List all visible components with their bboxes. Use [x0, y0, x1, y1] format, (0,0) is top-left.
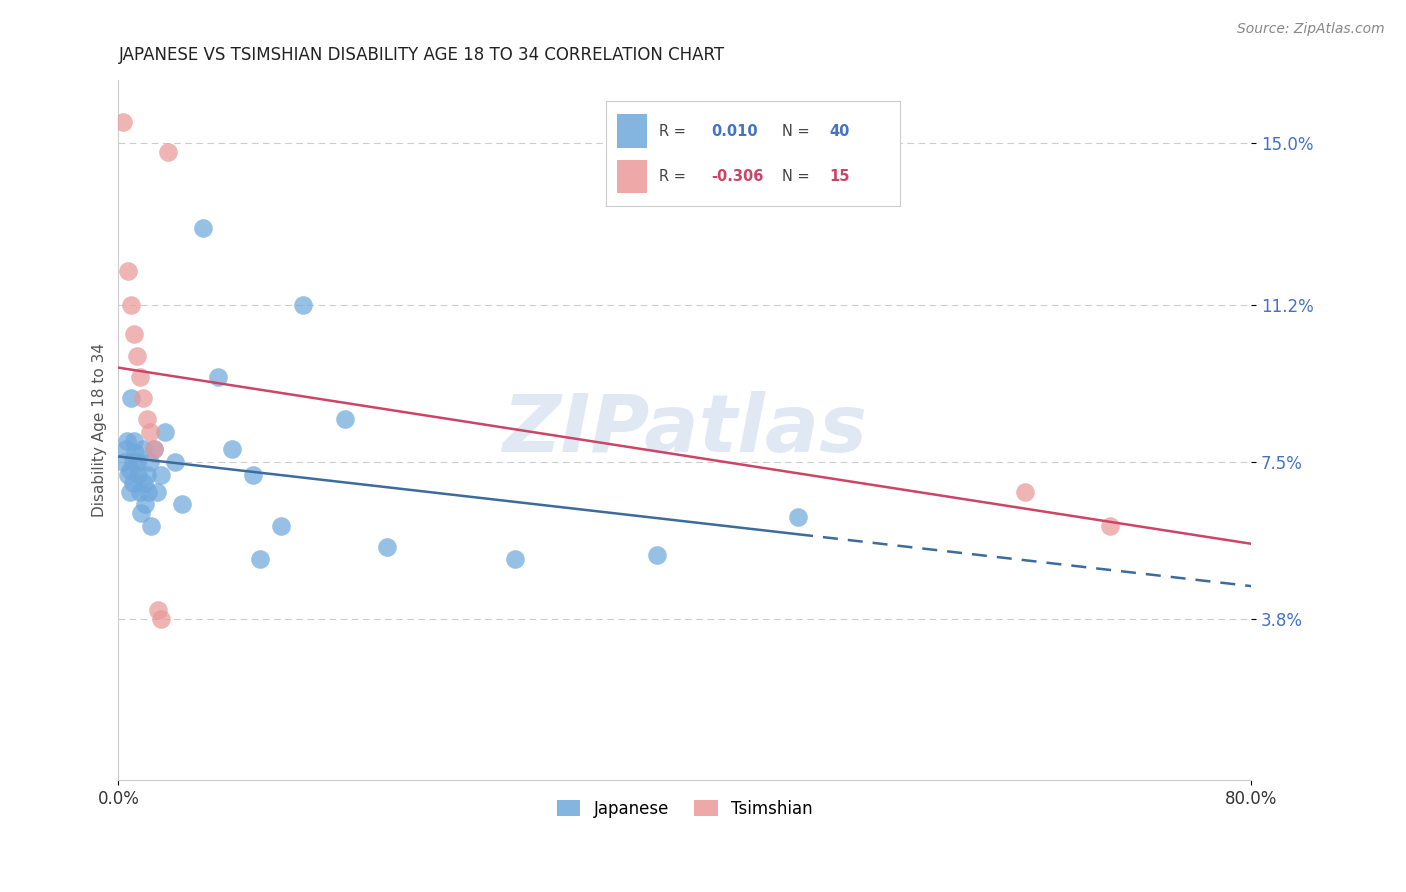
Point [291, 298, 314, 312]
Point [142, 442, 165, 456]
Point [138, 425, 160, 439]
Point [115, 434, 138, 448]
Point [131, 391, 153, 405]
Point [249, 552, 271, 566]
Point [118, 463, 141, 477]
Point [149, 467, 172, 482]
Point [787, 510, 810, 524]
Point [138, 455, 160, 469]
Point [128, 484, 150, 499]
Point [135, 467, 157, 482]
Point [221, 442, 243, 456]
Point [172, 497, 194, 511]
Point [645, 548, 668, 562]
Point [120, 298, 142, 312]
Point [153, 425, 176, 439]
Point [122, 327, 145, 342]
Point [207, 370, 229, 384]
Point [142, 442, 165, 456]
Y-axis label: Disability Age 18 to 34: Disability Age 18 to 34 [93, 343, 107, 517]
Point [111, 115, 134, 129]
Text: ZIPatlas: ZIPatlas [502, 391, 868, 469]
Point [156, 145, 179, 159]
Point [1098, 518, 1121, 533]
Point [193, 221, 215, 235]
Point [120, 391, 142, 405]
Point [242, 467, 264, 482]
Point [146, 603, 169, 617]
Point [117, 467, 139, 482]
Point [124, 446, 146, 460]
Point [131, 442, 153, 456]
Point [114, 442, 136, 456]
Point [377, 540, 399, 554]
Point [132, 476, 155, 491]
Point [136, 484, 159, 499]
Point [128, 370, 150, 384]
Point [127, 467, 149, 482]
Point [121, 476, 143, 491]
Point [333, 412, 356, 426]
Point [149, 612, 172, 626]
Point [139, 518, 162, 533]
Point [165, 455, 187, 469]
Point [135, 412, 157, 426]
Legend: Japanese, Tsimshian: Japanese, Tsimshian [551, 793, 820, 824]
Point [125, 349, 148, 363]
Point [129, 506, 152, 520]
Point [134, 497, 156, 511]
Point [111, 455, 134, 469]
Point [122, 434, 145, 448]
Point [1014, 484, 1036, 499]
Point [118, 484, 141, 499]
Point [125, 455, 148, 469]
Text: JAPANESE VS TSIMSHIAN DISABILITY AGE 18 TO 34 CORRELATION CHART: JAPANESE VS TSIMSHIAN DISABILITY AGE 18 … [118, 46, 724, 64]
Point [270, 518, 292, 533]
Text: Source: ZipAtlas.com: Source: ZipAtlas.com [1237, 22, 1385, 37]
Point [121, 455, 143, 469]
Point [145, 484, 167, 499]
Point [503, 552, 526, 566]
Point [117, 264, 139, 278]
